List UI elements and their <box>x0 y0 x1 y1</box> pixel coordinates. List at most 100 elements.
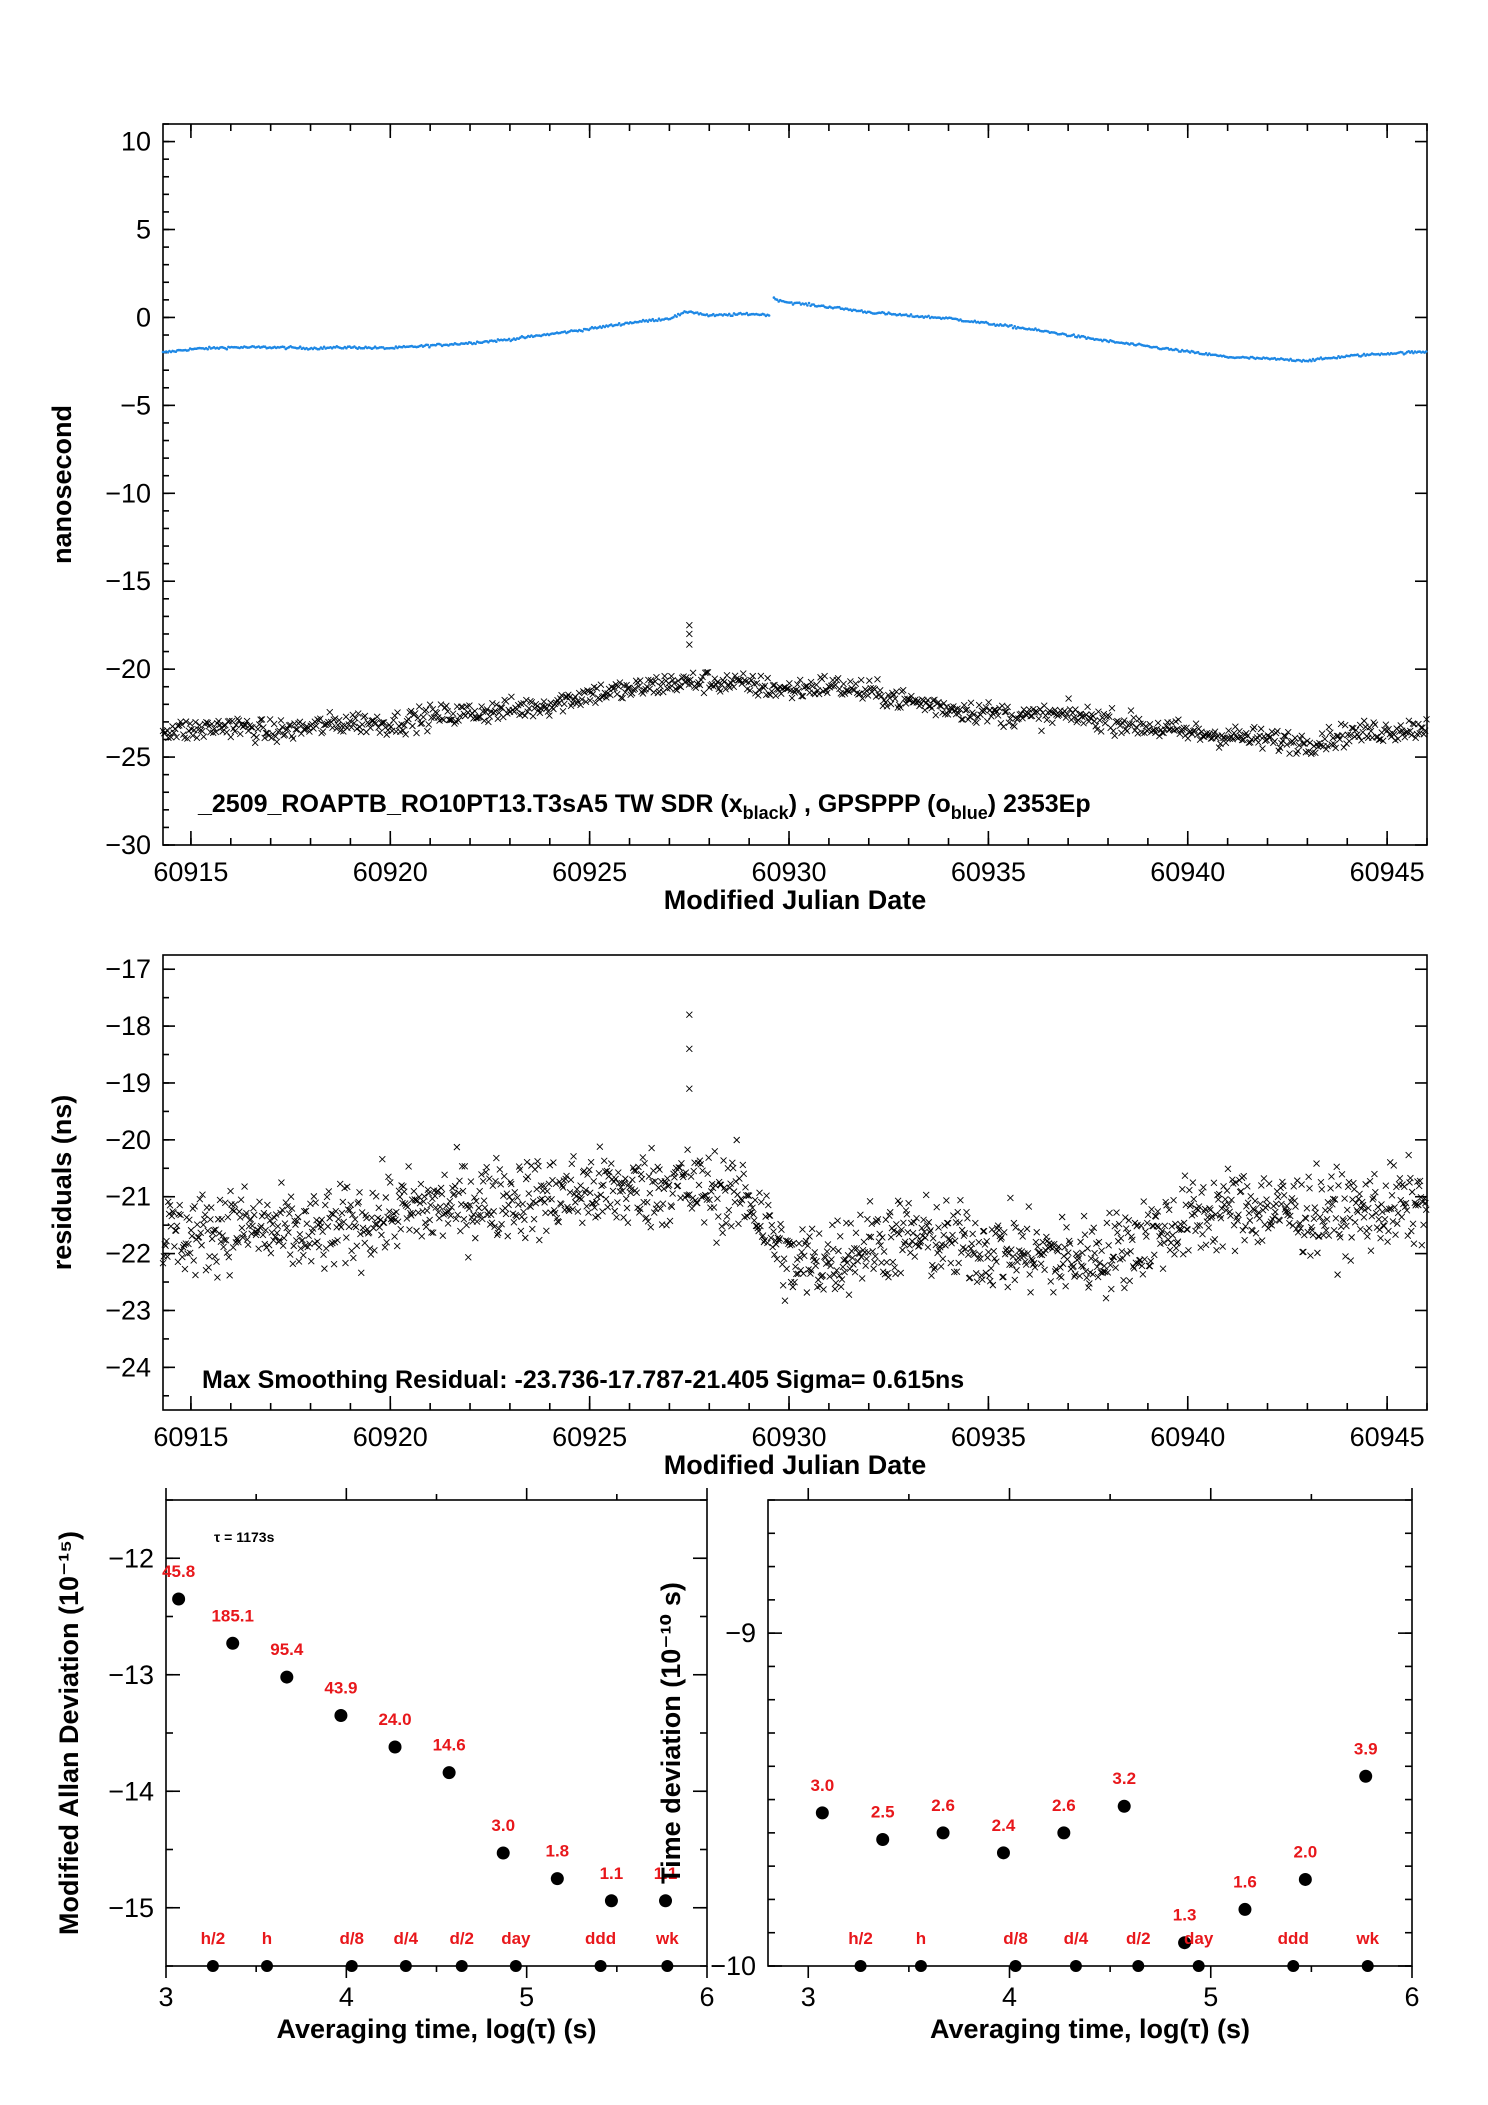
x-marker <box>1279 1182 1287 1190</box>
x-marker <box>1260 732 1268 740</box>
x-marker <box>920 1216 927 1224</box>
x-marker <box>1002 708 1010 716</box>
x-marker <box>378 1231 385 1239</box>
x-marker <box>459 703 466 711</box>
legend-annotation: _2509_ROAPTB_RO10PT13.T3sA5 TW SDR (xbla… <box>197 790 1091 823</box>
x-marker <box>639 1154 647 1161</box>
x-marker <box>417 720 424 727</box>
x-marker <box>331 715 339 722</box>
x-marker <box>1338 1171 1346 1178</box>
x-marker <box>446 1197 454 1205</box>
x-marker <box>418 1233 426 1240</box>
x-marker <box>777 1220 784 1228</box>
x-marker <box>1016 711 1024 718</box>
x-marker <box>254 725 262 733</box>
x-marker <box>1076 1272 1084 1280</box>
x-marker <box>966 713 973 721</box>
x-marker <box>1312 749 1319 757</box>
x-marker <box>302 1207 310 1215</box>
x-marker <box>184 735 191 742</box>
x-marker <box>299 721 306 728</box>
x-marker <box>739 1161 747 1169</box>
x-marker <box>678 1171 686 1179</box>
x-marker <box>1158 1227 1166 1235</box>
x-marker <box>593 1198 600 1206</box>
x-marker <box>611 1207 619 1215</box>
x-marker <box>950 1212 957 1219</box>
x-marker <box>1387 1205 1395 1212</box>
x-marker <box>407 1209 414 1217</box>
x-marker <box>957 1196 964 1204</box>
x-marker <box>620 1214 627 1221</box>
x-marker <box>738 680 746 687</box>
x-marker <box>1265 734 1273 741</box>
gpsppp-point <box>298 345 302 349</box>
x-marker <box>247 723 255 731</box>
x-marker <box>937 1263 945 1270</box>
x-marker <box>479 708 487 715</box>
x-marker <box>714 1195 721 1203</box>
deviation-point <box>876 1833 890 1847</box>
x-marker <box>1400 1183 1408 1190</box>
x-marker <box>1092 1256 1099 1264</box>
x-marker <box>566 693 574 701</box>
x-marker <box>1291 734 1299 742</box>
plot-frame <box>767 1499 1413 1967</box>
gpsppp-point <box>790 301 793 304</box>
x-marker <box>1381 1216 1389 1223</box>
x-marker <box>748 676 755 684</box>
x-marker <box>1007 1246 1015 1253</box>
gpsppp-point <box>1083 335 1087 339</box>
x-marker <box>829 1245 837 1253</box>
y-tick-label: −21 <box>105 1182 151 1212</box>
gpsppp-point <box>860 309 863 312</box>
x-marker <box>406 1226 413 1234</box>
x-marker <box>204 719 212 727</box>
x-marker <box>1377 1234 1384 1242</box>
x-marker <box>413 1227 420 1235</box>
x-marker <box>1351 1218 1359 1226</box>
x-marker <box>1134 730 1142 737</box>
x-marker <box>1101 1268 1109 1276</box>
x-marker <box>216 1196 224 1204</box>
x-marker <box>1129 1263 1137 1270</box>
x-marker <box>814 687 822 694</box>
x-marker <box>173 733 180 741</box>
x-marker <box>670 680 678 687</box>
x-marker <box>1324 1199 1332 1206</box>
x-marker <box>455 1189 462 1197</box>
x-marker <box>1047 1278 1055 1285</box>
x-marker <box>281 731 289 738</box>
x-marker <box>887 1233 895 1241</box>
x-marker <box>1234 1217 1241 1225</box>
x-marker <box>885 1273 892 1281</box>
x-marker <box>1194 731 1201 739</box>
x-marker <box>1171 1250 1178 1258</box>
x-marker <box>441 1171 448 1179</box>
x-marker <box>1372 1209 1380 1217</box>
x-marker <box>217 1238 225 1245</box>
x-marker <box>635 683 643 690</box>
x-marker <box>471 1194 478 1202</box>
x-marker <box>1118 1248 1126 1255</box>
x-marker <box>1034 1243 1041 1250</box>
x-marker <box>1202 1241 1210 1249</box>
x-marker <box>1074 716 1082 724</box>
x-marker <box>1088 1228 1096 1235</box>
x-marker <box>669 1190 676 1197</box>
x-marker <box>1400 1200 1407 1208</box>
x-marker <box>373 713 381 721</box>
x-marker <box>428 714 435 722</box>
gpsppp-point <box>1013 325 1016 328</box>
x-marker <box>343 1183 351 1191</box>
x-marker <box>960 701 968 709</box>
y-tick-label: −20 <box>105 654 151 684</box>
x-marker <box>207 1216 214 1223</box>
x-marker <box>303 1220 311 1227</box>
deviation-point <box>226 1636 240 1650</box>
x-marker <box>1403 1206 1411 1214</box>
x-marker <box>1368 1212 1376 1220</box>
x-marker <box>228 1206 236 1214</box>
x-marker <box>1063 1224 1070 1231</box>
x-marker <box>520 1208 527 1216</box>
